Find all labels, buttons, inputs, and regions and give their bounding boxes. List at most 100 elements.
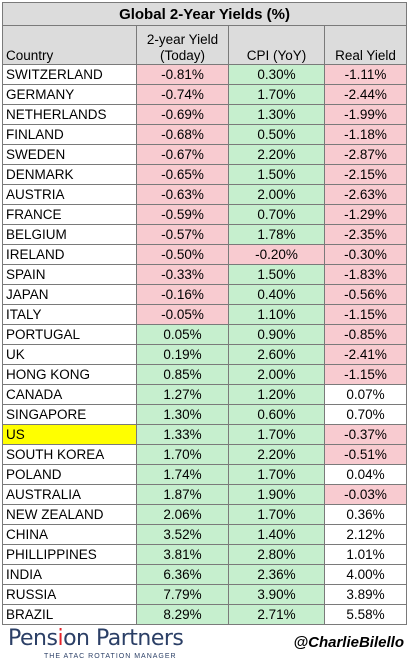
cpi-cell: 1.30% — [228, 104, 325, 125]
cpi-cell: 2.00% — [228, 364, 325, 385]
real-yield-cell: 0.04% — [323, 464, 408, 485]
cpi-cell: 0.60% — [228, 404, 325, 425]
real-yield-cell: -2.63% — [323, 184, 408, 205]
cpi-cell: 0.50% — [228, 124, 325, 145]
table-row: SWEDEN -0.67% 2.20% -2.87% — [2, 144, 408, 165]
country-cell: IRELAND — [2, 244, 137, 265]
yield-cell: -0.16% — [136, 284, 229, 305]
table-row: DENMARK -0.65% 1.50% -2.15% — [2, 164, 408, 185]
table-row: CANADA 1.27% 1.20% 0.07% — [2, 384, 408, 405]
cpi-cell: 1.40% — [228, 524, 325, 545]
country-cell: SPAIN — [2, 264, 137, 285]
yield-cell: 1.27% — [136, 384, 229, 405]
real-yield-cell: -1.11% — [323, 64, 408, 85]
yield-cell: -0.68% — [136, 124, 229, 145]
table-row: GERMANY -0.74% 1.70% -2.44% — [2, 84, 408, 105]
cpi-cell: 2.00% — [228, 184, 325, 205]
real-yield-cell: -1.15% — [323, 304, 408, 325]
table-row: NEW ZEALAND 2.06% 1.70% 0.36% — [2, 504, 408, 525]
country-cell: SWITZERLAND — [2, 64, 137, 85]
table-row: AUSTRALIA 1.87% 1.90% -0.03% — [2, 484, 408, 505]
cpi-cell: 1.70% — [228, 424, 325, 445]
country-cell: BRAZIL — [2, 604, 137, 625]
yield-cell: 7.79% — [136, 584, 229, 605]
yield-cell: 2.06% — [136, 504, 229, 525]
table-row: PHILLIPPINES 3.81% 2.80% 1.01% — [2, 544, 408, 565]
brand-tagline: THE ATAC ROTATION MANAGER — [44, 653, 177, 660]
country-cell: HONG KONG — [2, 364, 137, 385]
real-yield-cell: -0.85% — [323, 324, 408, 345]
table-row: SOUTH KOREA 1.70% 2.20% -0.51% — [2, 444, 408, 465]
real-yield-cell: 4.00% — [323, 564, 408, 585]
real-yield-cell: -0.51% — [323, 444, 408, 465]
real-yield-cell: 0.36% — [323, 504, 408, 525]
cpi-cell: 0.40% — [228, 284, 325, 305]
brand-name: Pension Partners — [8, 626, 184, 651]
table-row: FRANCE -0.59% 0.70% -1.29% — [2, 204, 408, 225]
yield-cell: -0.57% — [136, 224, 229, 245]
country-cell: SWEDEN — [2, 144, 137, 165]
table-row: SINGAPORE 1.30% 0.60% 0.70% — [2, 404, 408, 425]
table-title: Global 2-Year Yields (%) — [1, 2, 408, 26]
country-cell: PORTUGAL — [2, 324, 137, 345]
real-yield-cell: 0.07% — [323, 384, 408, 405]
cpi-cell: -0.20% — [228, 244, 325, 265]
real-yield-cell: -0.37% — [323, 424, 408, 445]
cpi-cell: 1.20% — [228, 384, 325, 405]
table-row: ITALY -0.05% 1.10% -1.15% — [2, 304, 408, 325]
table-row: IRELAND -0.50% -0.20% -0.30% — [2, 244, 408, 265]
yield-cell: -0.59% — [136, 204, 229, 225]
cpi-cell: 2.36% — [228, 564, 325, 585]
real-yield-cell: -1.18% — [323, 124, 408, 145]
country-cell: ITALY — [2, 304, 137, 325]
yields-table: Global 2-Year Yields (%) Country 2-year Y… — [1, 2, 408, 625]
cpi-cell: 1.50% — [228, 264, 325, 285]
brand-accent-letter: i — [57, 626, 64, 651]
country-cell: US — [2, 424, 137, 445]
table-row: HONG KONG 0.85% 2.00% -1.15% — [2, 364, 408, 385]
column-header-cpi: CPI (YoY) — [228, 25, 325, 65]
yield-cell: -0.65% — [136, 164, 229, 185]
real-yield-cell: -0.30% — [323, 244, 408, 265]
cpi-cell: 2.71% — [228, 604, 325, 625]
table-row: SPAIN -0.33% 1.50% -1.83% — [2, 264, 408, 285]
footer: Pension Partners THE ATAC ROTATION MANAG… — [0, 624, 412, 666]
real-yield-cell: -2.44% — [323, 84, 408, 105]
cpi-cell: 1.50% — [228, 164, 325, 185]
cpi-cell: 1.10% — [228, 304, 325, 325]
real-yield-cell: -1.15% — [323, 364, 408, 385]
table-row: POLAND 1.74% 1.70% 0.04% — [2, 464, 408, 485]
yield-cell: 8.29% — [136, 604, 229, 625]
cpi-cell: 1.70% — [228, 504, 325, 525]
real-yield-cell: 1.01% — [323, 544, 408, 565]
country-cell: CHINA — [2, 524, 137, 545]
yield-cell: 0.19% — [136, 344, 229, 365]
country-cell: SINGAPORE — [2, 404, 137, 425]
real-yield-cell: -1.29% — [323, 204, 408, 225]
twitter-handle: @CharlieBilello — [293, 634, 405, 651]
country-cell: AUSTRIA — [2, 184, 137, 205]
yield-cell: -0.69% — [136, 104, 229, 125]
real-yield-cell: -1.83% — [323, 264, 408, 285]
cpi-cell: 1.90% — [228, 484, 325, 505]
cpi-cell: 0.90% — [228, 324, 325, 345]
yield-cell: -0.63% — [136, 184, 229, 205]
table-row: SWITZERLAND -0.81% 0.30% -1.11% — [2, 64, 408, 85]
yield-cell: 3.52% — [136, 524, 229, 545]
cpi-cell: 3.90% — [228, 584, 325, 605]
cpi-cell: 2.20% — [228, 444, 325, 465]
cpi-cell: 0.70% — [228, 204, 325, 225]
real-yield-cell: -0.03% — [323, 484, 408, 505]
country-cell: FRANCE — [2, 204, 137, 225]
yield-cell: 0.85% — [136, 364, 229, 385]
yield-cell: -0.81% — [136, 64, 229, 85]
country-cell: UK — [2, 344, 137, 365]
yield-cell: -0.50% — [136, 244, 229, 265]
table-row: RUSSIA 7.79% 3.90% 3.89% — [2, 584, 408, 605]
yield-cell: 1.74% — [136, 464, 229, 485]
country-cell: POLAND — [2, 464, 137, 485]
yield-cell: 0.05% — [136, 324, 229, 345]
cpi-cell: 2.20% — [228, 144, 325, 165]
real-yield-cell: -0.56% — [323, 284, 408, 305]
